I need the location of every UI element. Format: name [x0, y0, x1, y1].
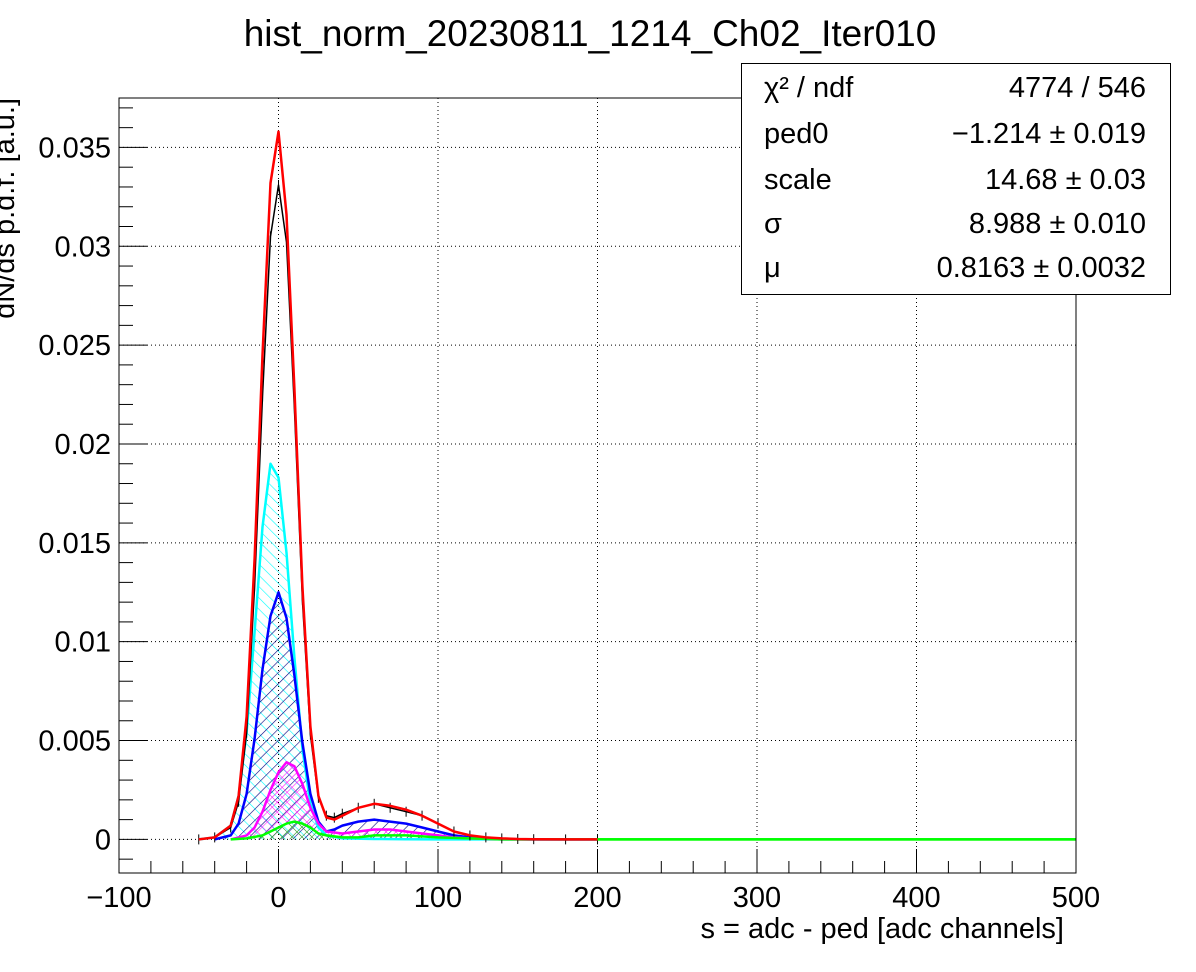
stat-row-scale: scale 14.68 ± 0.03 — [742, 164, 1170, 204]
y-tick-label: 0 — [95, 824, 111, 856]
y-tick-label: 0.005 — [38, 726, 111, 758]
x-tick-label: 0 — [270, 882, 286, 914]
component-curve-blue — [214, 591, 598, 841]
y-tick-label: 0.01 — [55, 627, 111, 659]
stat-name: scale — [764, 164, 832, 196]
stat-row-mu: μ 0.8163 ± 0.0032 — [742, 252, 1170, 292]
y-tick-label: 0.015 — [38, 528, 111, 560]
y-tick-label: 0.02 — [55, 429, 111, 461]
x-tick-label: −100 — [86, 882, 151, 914]
x-tick-label: 200 — [573, 882, 621, 914]
stat-value: 0.8163 ± 0.0032 — [936, 252, 1146, 284]
y-tick-label: 0.025 — [38, 330, 111, 362]
stat-value: 14.68 ± 0.03 — [984, 164, 1146, 196]
series-lines — [198, 130, 1076, 845]
stat-name: ped0 — [764, 118, 829, 150]
stat-name: χ² / ndf — [764, 72, 854, 104]
x-tick-label: 100 — [414, 882, 462, 914]
stat-value: 4774 / 546 — [1008, 72, 1146, 104]
y-tick-label: 0.03 — [55, 231, 111, 263]
component-area-blue — [214, 592, 598, 840]
x-axis-label: s = adc - ped [adc channels] — [700, 913, 1064, 945]
component-area-green — [230, 821, 1076, 840]
y-tick-label: 0.035 — [38, 132, 111, 164]
chart-title: hist_norm_20230811_1214_Ch02_Iter010 — [244, 13, 937, 54]
x-tick-label: 400 — [892, 882, 940, 914]
stat-row-ped0: ped0 −1.214 ± 0.019 — [742, 118, 1170, 158]
stat-name: σ — [764, 208, 782, 240]
x-tick-label: 300 — [733, 882, 781, 914]
stat-value: −1.214 ± 0.019 — [951, 118, 1146, 150]
y-axis-label: dN/ds p.d.f. [a.u.] — [0, 98, 21, 319]
axes: −100 0 100 200 300 400 500 0 0.005 0.01 0.015 0.02 0… — [38, 107, 1100, 914]
stat-row-sigma: σ 8.988 ± 0.010 — [742, 208, 1170, 248]
stat-row-chi2: χ² / ndf 4774 / 546 — [742, 72, 1170, 112]
component-fills — [198, 463, 1076, 840]
stat-value: 8.988 ± 0.010 — [968, 208, 1146, 240]
fit-total-curve — [198, 130, 598, 841]
stat-name: μ — [764, 252, 781, 284]
fit-stats-box: χ² / ndf 4774 / 546 ped0 −1.214 ± 0.019 … — [741, 63, 1171, 295]
x-tick-label: 500 — [1052, 882, 1100, 914]
